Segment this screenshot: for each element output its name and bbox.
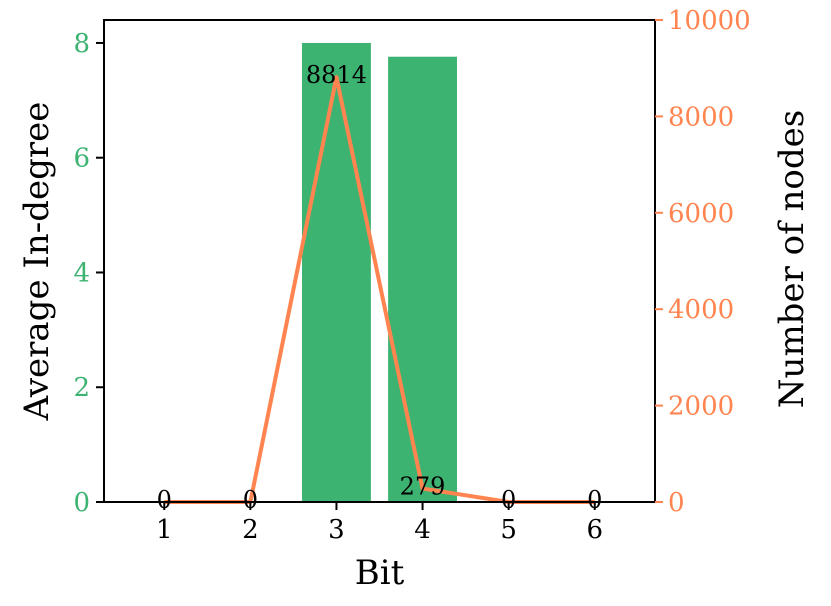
x-tick-label-6: 6 <box>586 515 603 545</box>
line-series <box>164 75 595 504</box>
left-tick-label-4: 4 <box>73 258 90 288</box>
x-tick-label-3: 3 <box>328 515 345 545</box>
x-tick-label-5: 5 <box>500 515 517 545</box>
bar-series <box>302 42 457 502</box>
x-axis: 1 2 3 4 5 6 <box>156 502 603 545</box>
left-tick-label-8: 8 <box>73 29 90 59</box>
x-tick-label-4: 4 <box>414 515 431 545</box>
data-labels: 0 0 8814 279 0 0 <box>157 61 603 514</box>
right-tick-label-6000: 6000 <box>668 199 734 229</box>
x-tick-label-2: 2 <box>242 515 259 545</box>
plot-frame <box>103 19 656 503</box>
right-tick-label-0: 0 <box>668 488 685 518</box>
right-tick-label-8000: 8000 <box>668 102 734 132</box>
node-count-line <box>164 75 595 504</box>
bar-4 <box>388 56 457 502</box>
left-tick-label-2: 2 <box>73 373 90 403</box>
left-tick-label-6: 6 <box>73 144 90 174</box>
data-label-3: 8814 <box>306 61 367 89</box>
data-label-1: 0 <box>157 486 172 514</box>
bar-3 <box>302 42 371 502</box>
x-tick-label-1: 1 <box>156 515 173 545</box>
data-label-5: 0 <box>501 486 516 514</box>
right-y-axis: 0 2000 4000 6000 8000 10000 <box>655 6 751 518</box>
x-axis-label: Bit <box>355 553 405 593</box>
data-label-2: 0 <box>243 486 258 514</box>
right-tick-label-10000: 10000 <box>668 6 751 36</box>
left-tick-label-0: 0 <box>73 488 90 518</box>
left-y-axis: 0 2 4 6 8 <box>73 29 104 518</box>
right-y-axis-label: Number of nodes <box>772 110 812 408</box>
left-y-axis-label: Average In-degree <box>17 102 57 422</box>
data-label-4: 279 <box>400 473 446 501</box>
right-tick-label-2000: 2000 <box>668 392 734 422</box>
right-tick-label-4000: 4000 <box>668 295 734 325</box>
data-label-6: 0 <box>587 486 602 514</box>
